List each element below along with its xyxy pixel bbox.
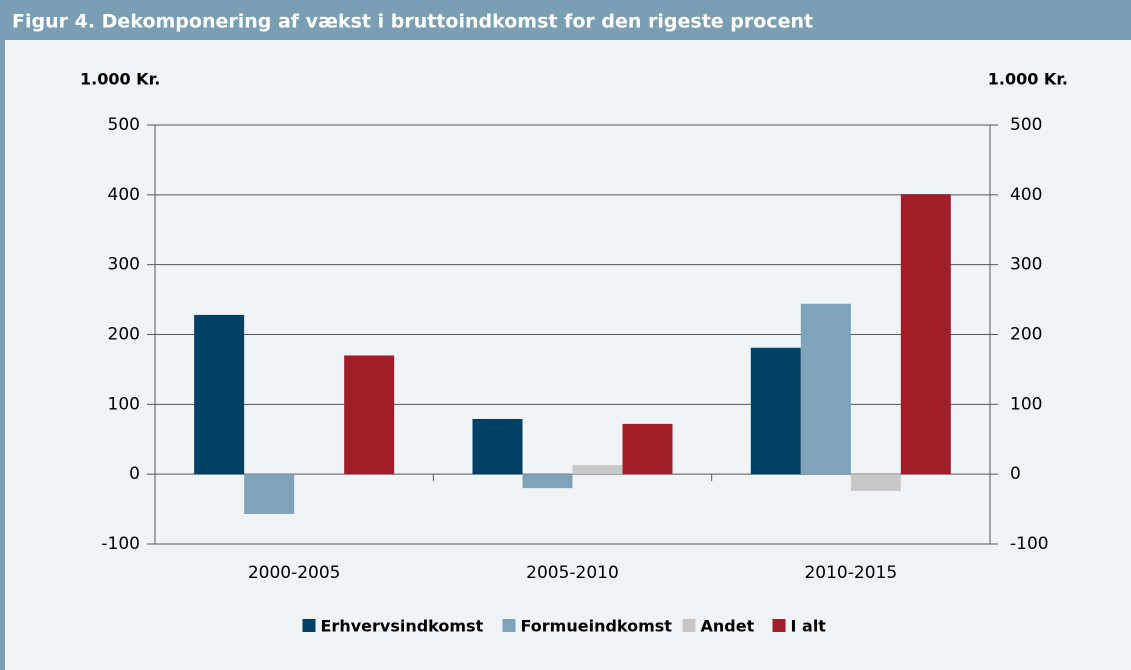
y2-tick-label: 200 <box>1010 325 1042 345</box>
y-tick-label: 200 <box>108 325 140 345</box>
bar <box>244 474 295 514</box>
y2-tick-label: 0 <box>1010 464 1021 484</box>
bar <box>800 303 851 475</box>
legend-swatch <box>682 619 696 632</box>
legend-label: Formueindkomst <box>521 617 673 636</box>
legend-label: I alt <box>791 617 827 636</box>
y2-tick-label: 500 <box>1010 115 1042 135</box>
bar <box>472 418 523 475</box>
bar <box>622 423 673 475</box>
legend-label: Erhvervsindkomst <box>321 617 484 636</box>
chart-title: Figur 4. Dekomponering af vækst i brutto… <box>12 11 813 33</box>
y2-axis-label: 1.000 Kr. <box>988 70 1068 89</box>
bar <box>750 347 801 475</box>
legend-swatch <box>772 619 786 632</box>
y2-tick-label: -100 <box>1010 534 1049 554</box>
legend-swatch <box>502 619 516 632</box>
bar <box>194 314 245 475</box>
title-bar <box>0 0 1131 40</box>
x-tick-label: 2010-2015 <box>804 563 897 583</box>
y-tick-label: 0 <box>129 464 140 484</box>
bar <box>900 194 951 475</box>
legend-label: Andet <box>701 617 755 636</box>
y2-tick-label: 300 <box>1010 255 1042 275</box>
y2-tick-label: 100 <box>1010 394 1042 414</box>
y-tick-label: 500 <box>108 115 140 135</box>
y2-tick-label: 400 <box>1010 185 1042 205</box>
legend-swatch <box>302 619 316 632</box>
x-tick-label: 2000-2005 <box>248 563 341 583</box>
bar <box>522 474 573 489</box>
bar <box>572 465 623 475</box>
y-tick-label: -100 <box>101 534 140 554</box>
bar <box>344 355 395 475</box>
bar <box>850 474 901 491</box>
y-tick-label: 300 <box>108 255 140 275</box>
y-axis-label: 1.000 Kr. <box>80 70 160 89</box>
left-border <box>0 40 5 670</box>
x-tick-label: 2005-2010 <box>526 563 619 583</box>
y-tick-label: 400 <box>108 185 140 205</box>
y-tick-label: 100 <box>108 394 140 414</box>
